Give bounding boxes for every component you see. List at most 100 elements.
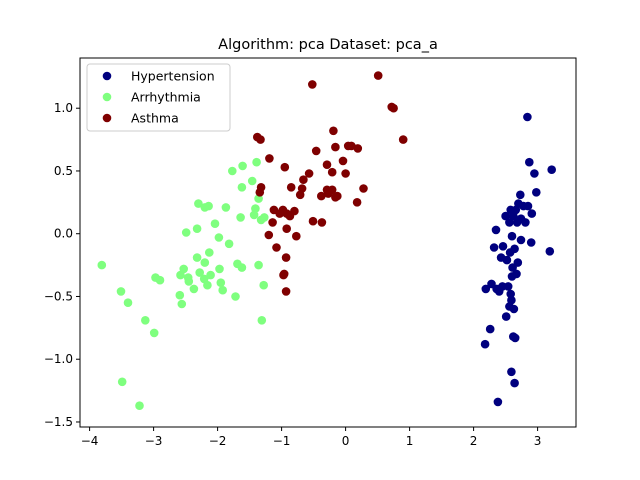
point-asthma-15 xyxy=(322,160,332,169)
point-hypertension-32 xyxy=(507,272,517,281)
point-arrhythmia-49 xyxy=(149,328,159,338)
point-hypertension-17 xyxy=(521,218,530,227)
point-arrhythmia-44 xyxy=(231,292,240,301)
point-hypertension-0 xyxy=(523,112,532,122)
point-arrhythmia-19 xyxy=(224,239,234,249)
point-hypertension-47 xyxy=(480,339,490,349)
point-asthma-16 xyxy=(280,162,290,172)
series-asthma xyxy=(252,71,408,296)
point-hypertension-38 xyxy=(494,287,504,296)
point-hypertension-44 xyxy=(485,324,495,334)
point-asthma-21 xyxy=(286,183,296,192)
point-asthma-13 xyxy=(265,154,274,163)
point-arrhythmia-21 xyxy=(192,253,202,262)
point-hypertension-5 xyxy=(516,190,525,200)
point-arrhythmia-42 xyxy=(218,285,227,295)
point-arrhythmia-6 xyxy=(194,199,203,208)
point-arrhythmia-11 xyxy=(249,210,259,220)
point-arrhythmia-0 xyxy=(238,161,247,171)
x-tick-label: −3 xyxy=(145,434,163,448)
point-hypertension-19 xyxy=(507,231,517,241)
point-hypertension-18 xyxy=(491,225,501,235)
point-hypertension-22 xyxy=(489,243,499,252)
point-asthma-24 xyxy=(317,191,326,201)
point-hypertension-16 xyxy=(512,218,522,227)
point-arrhythmia-3 xyxy=(247,176,257,186)
point-hypertension-39 xyxy=(506,289,515,299)
point-asthma-4 xyxy=(329,126,338,136)
point-asthma-29 xyxy=(324,189,333,198)
point-arrhythmia-13 xyxy=(236,213,245,222)
point-hypertension-23 xyxy=(498,242,508,251)
legend-marker-asthma xyxy=(102,113,112,123)
point-asthma-28 xyxy=(359,184,368,193)
point-asthma-45 xyxy=(264,230,274,240)
point-hypertension-15 xyxy=(505,218,514,227)
point-asthma-11 xyxy=(353,144,363,153)
point-hypertension-34 xyxy=(481,284,491,294)
point-arrhythmia-45 xyxy=(123,298,133,308)
point-arrhythmia-10 xyxy=(200,203,210,212)
point-asthma-33 xyxy=(352,198,362,207)
axes: −4 −3 −2 −1 0 1 2 3 −1.5 −1.0 −0.5 0.0 0.5 1.0 xyxy=(44,57,577,448)
point-arrhythmia-41 xyxy=(116,287,126,296)
y-tick-label: 1.0 xyxy=(54,101,73,115)
x-tick-label: 2 xyxy=(470,434,478,448)
point-hypertension-3 xyxy=(547,165,556,174)
point-asthma-20 xyxy=(299,175,308,184)
point-asthma-40 xyxy=(285,211,295,221)
legend-label-hypertension: Hypertension xyxy=(131,69,215,84)
point-asthma-9 xyxy=(331,142,340,152)
point-hypertension-25 xyxy=(545,247,555,256)
point-arrhythmia-46 xyxy=(177,299,187,309)
point-arrhythmia-40 xyxy=(189,284,199,294)
point-arrhythmia-4 xyxy=(237,183,247,192)
point-hypertension-26 xyxy=(505,248,515,257)
point-arrhythmia-14 xyxy=(256,215,266,225)
point-arrhythmia-30 xyxy=(206,270,215,280)
point-arrhythmia-39 xyxy=(259,280,269,290)
legend-marker-hypertension xyxy=(102,71,112,81)
x-tick-label: −2 xyxy=(209,434,227,448)
point-arrhythmia-1 xyxy=(252,157,261,167)
point-asthma-19 xyxy=(304,169,314,178)
point-arrhythmia-18 xyxy=(214,233,224,242)
point-hypertension-2 xyxy=(530,169,539,178)
point-asthma-17 xyxy=(327,167,337,177)
point-arrhythmia-2 xyxy=(228,166,237,176)
point-arrhythmia-37 xyxy=(216,278,226,288)
point-asthma-14 xyxy=(338,156,348,166)
y-tick-label: −1.5 xyxy=(44,415,73,429)
point-asthma-31 xyxy=(255,188,265,197)
point-asthma-3 xyxy=(389,103,398,113)
point-hypertension-12 xyxy=(501,211,510,221)
point-asthma-46 xyxy=(272,243,281,252)
point-arrhythmia-47 xyxy=(141,316,150,325)
y-tick-label: 0.0 xyxy=(54,227,73,241)
point-arrhythmia-48 xyxy=(257,316,267,325)
series-arrhythmia xyxy=(97,157,269,411)
point-asthma-44 xyxy=(292,231,301,241)
x-tick-label: −4 xyxy=(81,434,99,448)
point-asthma-7 xyxy=(256,135,265,144)
point-asthma-42 xyxy=(268,218,277,227)
point-asthma-38 xyxy=(275,209,285,218)
y-tick-label: −1.0 xyxy=(44,352,73,366)
y-tick-label: 0.5 xyxy=(54,164,73,178)
point-asthma-50 xyxy=(281,287,291,296)
point-arrhythmia-38 xyxy=(203,280,212,290)
point-hypertension-8 xyxy=(523,201,533,211)
point-arrhythmia-35 xyxy=(184,277,194,286)
series-hypertension xyxy=(480,112,556,407)
point-hypertension-28 xyxy=(502,255,512,265)
legend-box xyxy=(86,63,231,132)
point-hypertension-48 xyxy=(507,367,516,377)
legend-marker-arrhythmia xyxy=(102,92,112,102)
x-tick-label: 1 xyxy=(406,434,414,448)
point-hypertension-43 xyxy=(501,312,511,321)
data-points xyxy=(97,71,556,411)
x-tick-label: 0 xyxy=(342,434,350,448)
point-arrhythmia-24 xyxy=(237,263,247,272)
point-arrhythmia-15 xyxy=(210,219,220,228)
